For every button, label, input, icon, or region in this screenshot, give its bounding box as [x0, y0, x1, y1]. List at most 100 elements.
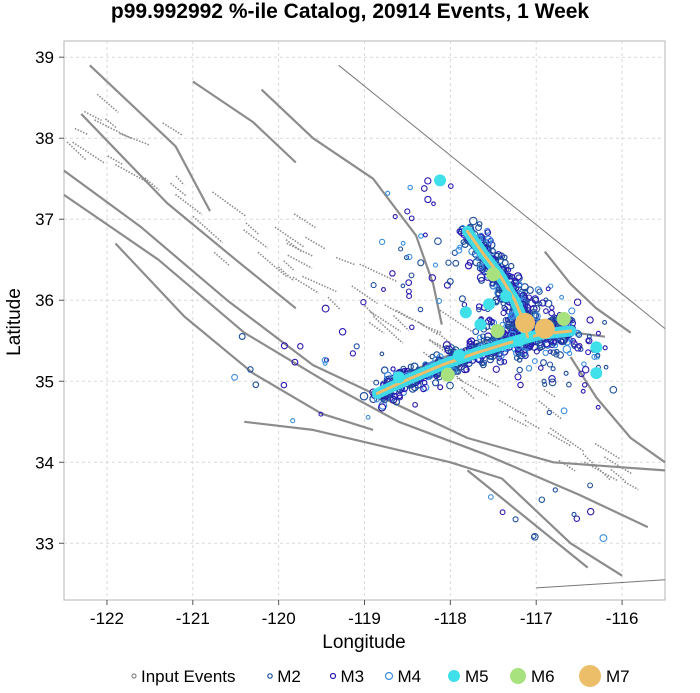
event-marker: [231, 373, 239, 381]
event-marker: [280, 342, 288, 350]
event-marker: [322, 360, 328, 366]
event-marker: [522, 288, 529, 295]
event-marker: [545, 286, 551, 292]
event-marker: [533, 312, 541, 320]
event-marker: [546, 409, 552, 416]
event-marker: [417, 306, 424, 313]
event-marker: [542, 381, 548, 388]
legend-marker: [510, 668, 526, 684]
fault-hatch: [603, 456, 633, 475]
event-marker: [472, 328, 480, 335]
event-marker: [460, 239, 467, 246]
fault-hatch: [119, 132, 150, 146]
event-marker: [456, 228, 463, 235]
event-marker: [602, 319, 608, 325]
event-marker: [365, 414, 371, 420]
event-marker: [407, 363, 414, 370]
event-marker: [599, 534, 608, 543]
event-marker: [525, 365, 533, 372]
event-marker: [486, 238, 492, 245]
fault-hatch: [392, 314, 410, 332]
event-marker: [501, 358, 508, 365]
event-marker: [522, 352, 529, 359]
legend-marker: [131, 673, 137, 679]
fault-hatch: [384, 304, 413, 321]
event-marker: [540, 359, 547, 367]
fault-hatch: [461, 386, 476, 401]
event-marker: [428, 274, 437, 282]
event-marker: [385, 190, 391, 196]
event-marker: [531, 295, 540, 303]
event-marker: [556, 351, 564, 359]
event-marker: [406, 293, 413, 300]
event-marker: [542, 349, 549, 357]
event-marker: [389, 270, 396, 277]
fault-lines: [63, 64, 666, 589]
event-marker: [585, 349, 592, 356]
m5-event: [434, 174, 447, 187]
x-tick-label: -121: [176, 609, 210, 628]
event-marker: [390, 366, 396, 372]
event-marker: [508, 328, 515, 335]
event-marker: [476, 273, 486, 282]
event-marker: [421, 379, 428, 386]
event-marker: [408, 272, 415, 279]
m5-event: [474, 318, 487, 331]
m6-event: [556, 311, 571, 326]
event-marker: [436, 298, 443, 304]
fault-hatch: [286, 242, 314, 257]
region-boundary: [338, 64, 666, 329]
event-marker: [526, 294, 532, 300]
event-marker: [446, 278, 454, 285]
m7-event: [515, 312, 536, 333]
legend-marker: [448, 670, 460, 682]
event-marker: [550, 366, 556, 372]
fault-hatch: [335, 256, 356, 266]
event-marker: [391, 392, 398, 400]
event-marker: [586, 507, 595, 516]
fault-hatch: [94, 119, 132, 139]
event-marker: [536, 344, 544, 352]
event-marker: [442, 341, 451, 350]
event-marker: [543, 308, 549, 314]
fault-line: [89, 64, 211, 212]
fault-hatch: [558, 459, 576, 472]
x-tick-label: -120: [262, 609, 296, 628]
event-marker: [609, 385, 618, 394]
fault-hatch: [84, 110, 102, 122]
fault-hatch: [114, 163, 150, 184]
event-marker: [553, 351, 560, 358]
fault-hatch: [144, 177, 160, 191]
event-marker: [392, 214, 398, 220]
event-marker: [492, 365, 500, 373]
event-marker: [602, 345, 608, 351]
event-marker: [476, 334, 483, 341]
m5-event: [452, 349, 465, 362]
y-axis-label: Latitude: [4, 288, 25, 356]
fault-hatch: [549, 427, 585, 453]
fault-hatch: [66, 141, 87, 161]
event-marker: [515, 351, 521, 358]
fault-hatch: [192, 215, 224, 244]
event-marker: [359, 391, 369, 401]
fault-hatch: [304, 236, 327, 251]
fault-line: [466, 469, 589, 569]
event-marker: [587, 482, 594, 489]
event-marker: [586, 316, 594, 324]
event-marker: [424, 195, 432, 204]
event-marker: [410, 362, 419, 371]
legend-label: M5: [465, 667, 489, 686]
event-marker: [490, 336, 496, 342]
fault-line: [569, 356, 666, 464]
event-marker: [379, 351, 385, 357]
event-marker: [452, 259, 460, 267]
event-marker: [512, 277, 519, 284]
event-marker: [409, 324, 415, 331]
event-marker: [446, 381, 454, 390]
event-marker: [575, 331, 583, 338]
event-marker: [464, 262, 473, 270]
fault-line: [543, 250, 632, 334]
event-marker: [570, 340, 578, 348]
event-marker: [595, 352, 601, 358]
x-axis-label: Longitude: [322, 632, 405, 653]
